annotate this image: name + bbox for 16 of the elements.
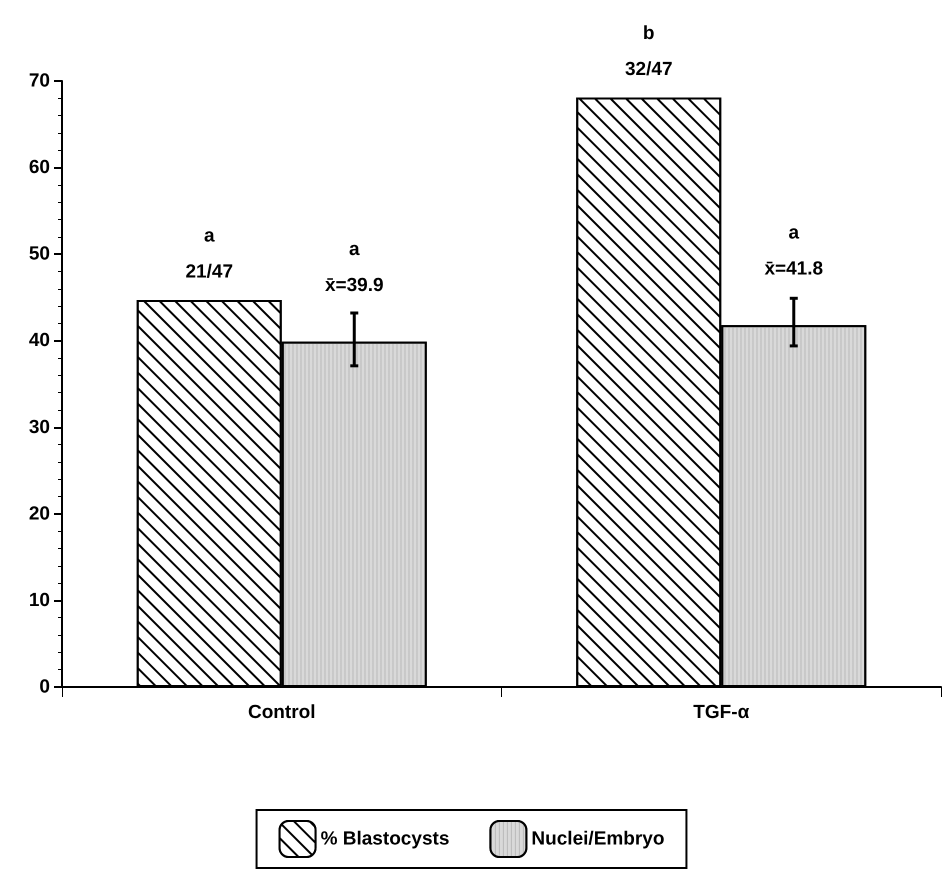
y-tick-label: 60 — [28, 157, 50, 178]
legend-label: % Blastocysts — [320, 828, 450, 850]
y-tick-label: 40 — [28, 330, 50, 352]
x-tick-label: TGF-α — [693, 702, 750, 723]
y-tick-label: 30 — [28, 416, 50, 438]
data-label: b 32/47 — [624, 22, 673, 80]
x-tick-label: Control — [248, 702, 316, 723]
y-tick-label: 70 — [28, 70, 50, 92]
data-label: a x̄=39.9 — [324, 239, 384, 296]
data-label: a x̄=41.8 — [764, 222, 824, 280]
y-tick-label: 0 — [39, 676, 50, 698]
y-tick-label: 10 — [28, 590, 50, 611]
legend-label: Nuclei/Embryo — [531, 828, 664, 850]
y-tick-label: 50 — [28, 244, 50, 265]
y-tick-label: 20 — [28, 503, 50, 524]
data-label: a 21/47 — [185, 226, 234, 283]
